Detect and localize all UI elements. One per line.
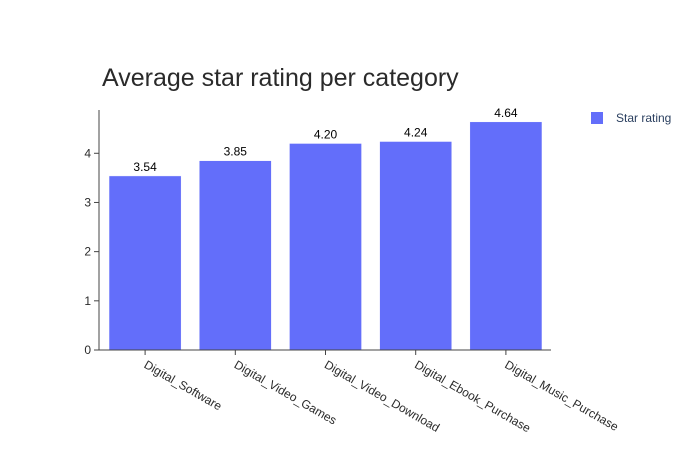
x-tick-label: Digital_Software — [142, 357, 225, 413]
legend-label: Star rating — [616, 111, 672, 125]
bar-value-label: 4.24 — [404, 125, 428, 139]
bar-digital-ebook-purchase[interactable] — [379, 141, 453, 351]
bar-value-label: 4.64 — [494, 106, 518, 120]
legend-swatch — [591, 112, 603, 124]
y-tick-label: 2 — [84, 245, 91, 259]
bar-digital-software[interactable] — [108, 175, 182, 351]
bar-digital-video-games[interactable] — [198, 160, 272, 351]
legend[interactable]: Star rating — [591, 111, 671, 125]
bar-digital-video-download[interactable] — [289, 143, 362, 351]
bar-value-label: 3.85 — [224, 145, 248, 159]
y-tick-label: 1 — [84, 294, 91, 308]
y-tick-label: 4 — [84, 146, 91, 160]
y-tick-label: 3 — [84, 195, 91, 209]
bar-digital-music-purchase[interactable] — [469, 121, 543, 351]
bar-value-label: 3.54 — [133, 160, 157, 174]
bar-value-label: 4.20 — [314, 127, 338, 141]
chart-title: Average star rating per category — [102, 64, 459, 92]
y-tick-label: 0 — [84, 343, 91, 357]
